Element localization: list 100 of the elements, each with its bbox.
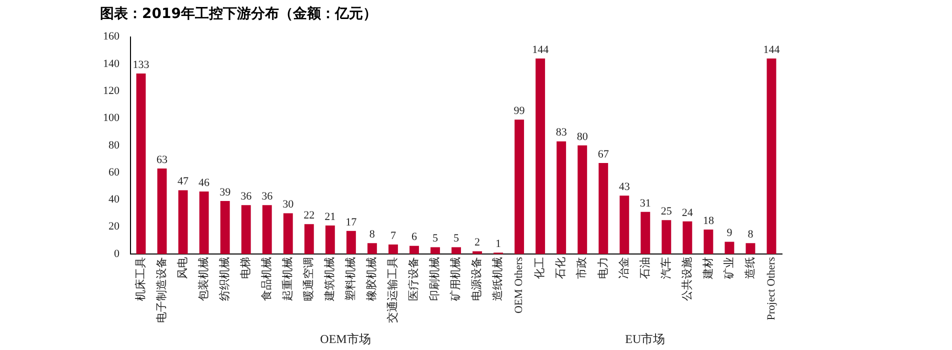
data-label: 8	[748, 228, 754, 241]
data-label: 39	[220, 186, 232, 198]
bar	[325, 225, 335, 254]
text: OEM市场	[320, 332, 371, 346]
bar	[682, 221, 692, 254]
x-tick-label: 造纸	[743, 257, 756, 279]
bar	[346, 230, 356, 254]
bar	[724, 242, 734, 254]
bar	[640, 212, 650, 254]
x-tick-label: 起重机械	[281, 257, 294, 301]
data-label: 63	[156, 154, 168, 166]
data-label: 67	[598, 148, 610, 160]
data-label: 36	[262, 190, 274, 203]
data-label: 18	[702, 214, 714, 227]
x-tick-label: 矿业	[722, 257, 736, 280]
x-tick-label: 电源设备	[470, 257, 484, 301]
data-label: 8	[369, 228, 376, 241]
chart-title: 图表：2019年工控下游分布（金额：亿元）	[100, 5, 377, 22]
data-label: 22	[304, 210, 315, 222]
y-tick-label: 80	[108, 139, 120, 152]
x-tick-label: 机床工具	[134, 257, 147, 301]
bar	[430, 247, 440, 254]
bar	[514, 120, 524, 254]
bar	[536, 58, 546, 254]
data-label: 144	[763, 44, 780, 56]
bar	[220, 201, 230, 254]
data-label: 7	[390, 230, 396, 242]
x-tick-label: 电力	[596, 257, 610, 279]
x-tick-label: 风电	[176, 257, 189, 279]
data-label: 80	[576, 130, 588, 143]
data-label: 43	[618, 181, 630, 194]
data-label: 6	[411, 231, 418, 244]
bar	[136, 73, 146, 254]
bar	[262, 205, 272, 254]
x-tick-label: 汽车	[659, 257, 672, 279]
data-label: 47	[178, 176, 190, 188]
bar	[704, 230, 714, 254]
x-tick-label: 市政	[575, 257, 588, 279]
x-tick-label: 建筑机械	[323, 257, 336, 302]
text: EU市场	[625, 332, 666, 346]
x-tick-label: 医疗设备	[407, 257, 420, 301]
x-tick-label: 暖通空调	[302, 257, 316, 301]
y-tick-label: 60	[108, 166, 120, 178]
x-tick-label: 造纸机械	[491, 257, 504, 301]
x-tick-label: 塑料机械	[344, 257, 358, 301]
data-label: 17	[346, 216, 358, 228]
x-tick-label: 石油	[638, 257, 652, 279]
data-label: 5	[454, 232, 460, 245]
x-tick-label: Project Others	[765, 257, 778, 320]
data-label: 83	[556, 126, 568, 139]
bar	[367, 243, 377, 254]
bar	[556, 141, 566, 254]
y-tick-label: 20	[108, 220, 120, 233]
x-tick-label: 化工	[534, 257, 546, 279]
data-label: 99	[514, 105, 526, 117]
bar	[746, 243, 756, 254]
bar	[388, 244, 398, 254]
bar	[409, 246, 419, 254]
x-tick-label: OEM Others	[513, 257, 526, 314]
bar	[283, 213, 293, 254]
y-tick-label: 100	[103, 112, 120, 124]
x-tick-label: 纺织机械	[218, 257, 231, 301]
x-tick-label: 公共设施	[680, 257, 694, 301]
x-tick-label: 包装机械	[196, 257, 210, 301]
bar	[598, 163, 608, 254]
data-label: 1	[496, 238, 502, 250]
data-label: 24	[682, 206, 694, 219]
bar	[304, 224, 314, 254]
bar	[452, 247, 461, 254]
data-label: 144	[532, 44, 550, 56]
y-tick-label: 120	[103, 84, 120, 97]
bar	[472, 251, 482, 254]
bar	[620, 196, 630, 254]
y-tick-label: 160	[103, 30, 120, 43]
bar	[157, 168, 167, 254]
x-tick-label: 石化	[555, 257, 568, 279]
x-tick-label: 橡胶机械	[365, 257, 378, 301]
bar	[766, 58, 776, 254]
x-tick-label: 食品机械	[260, 257, 273, 301]
x-tick-label: 电梯	[238, 257, 252, 279]
x-tick-label: 电子制造设备	[154, 257, 168, 323]
data-label: 133	[132, 58, 150, 71]
x-tick-label: 建材	[701, 257, 714, 280]
x-tick-label: 印刷机械	[428, 257, 442, 301]
y-tick-label: 40	[108, 194, 120, 206]
y-tick-label: 0	[114, 248, 120, 260]
x-tick-label: 冶金	[618, 257, 630, 279]
data-label: 30	[282, 198, 294, 211]
data-label: 36	[240, 190, 252, 203]
bar	[662, 220, 672, 254]
data-label: 5	[432, 232, 438, 245]
bar	[578, 145, 588, 254]
x-tick-label: 交通运输工具	[386, 257, 400, 323]
data-label: 46	[198, 176, 210, 189]
data-label: 9	[726, 227, 733, 240]
bar	[178, 190, 188, 254]
x-tick-label: 矿用机械	[449, 257, 462, 302]
data-label: 21	[324, 210, 336, 223]
data-label: 25	[660, 205, 672, 218]
bar	[199, 192, 209, 254]
